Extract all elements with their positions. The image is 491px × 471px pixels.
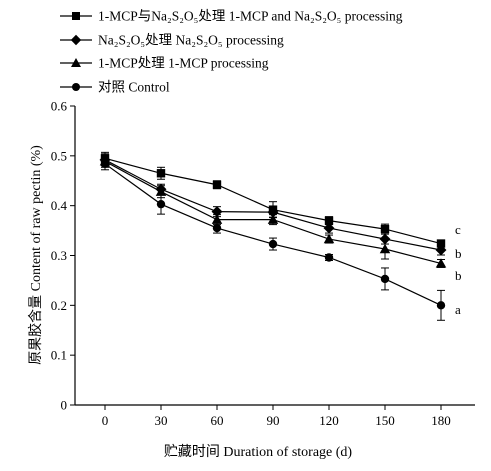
series-1 xyxy=(100,151,446,248)
significance-letter: b xyxy=(455,268,462,283)
data-point xyxy=(212,180,222,189)
legend-item-1: 1-MCP与Na₂S₂O₅处理 1-MCP and Na₂S₂O₅ proces… xyxy=(60,9,403,24)
data-point xyxy=(436,239,446,248)
legend-item-4: 对照 Control xyxy=(60,80,170,95)
x-tick-label: 60 xyxy=(211,413,224,428)
x-tick-label: 120 xyxy=(319,413,339,428)
legend-item-2: Na₂S₂O₅处理 Na₂S₂O₅ processing xyxy=(60,33,284,48)
data-point xyxy=(436,301,446,310)
data-point xyxy=(323,222,335,234)
data-point xyxy=(380,224,390,234)
legend: 1-MCP与Na₂S₂O₅处理 1-MCP and Na₂S₂O₅ proces… xyxy=(60,9,403,95)
series-line xyxy=(104,157,442,245)
data-point xyxy=(156,169,166,178)
y-tick-label: 0.5 xyxy=(51,148,67,163)
y-tick-label: 0.4 xyxy=(51,198,68,213)
data-point xyxy=(211,206,223,218)
legend-marker xyxy=(70,34,82,46)
data-point xyxy=(156,199,166,209)
data-point xyxy=(435,244,447,256)
x-tick-label: 150 xyxy=(375,413,395,428)
legend-marker xyxy=(71,58,81,67)
legend-marker xyxy=(72,83,80,91)
data-point xyxy=(211,214,223,224)
legend-label: Na₂S₂O₅处理 Na₂S₂O₅ processing xyxy=(98,33,284,48)
x-tick-label: 180 xyxy=(431,413,451,428)
series-4 xyxy=(100,157,446,321)
data-point xyxy=(267,214,279,224)
significance-letter: c xyxy=(455,222,461,237)
y-axis-title: 原果胶含量 Content of raw pectin (%) xyxy=(27,145,44,365)
y-tick-label: 0 xyxy=(61,398,68,413)
significance-letter: a xyxy=(455,302,461,317)
data-point xyxy=(324,253,334,262)
x-tick-label: 90 xyxy=(267,413,280,428)
data-point xyxy=(379,243,391,254)
y-tick-label: 0.6 xyxy=(51,99,68,114)
legend-label: 1-MCP与Na₂S₂O₅处理 1-MCP and Na₂S₂O₅ proces… xyxy=(98,9,403,24)
y-tick-label: 0.1 xyxy=(51,348,67,363)
data-point xyxy=(155,186,167,196)
legend-item-3: 1-MCP处理 1-MCP processing xyxy=(60,56,269,71)
data-point xyxy=(100,159,110,169)
legend-label: 对照 Control xyxy=(98,80,170,95)
data-point xyxy=(380,274,390,284)
x-tick-label: 30 xyxy=(155,413,168,428)
y-tick-label: 0.2 xyxy=(51,298,67,313)
significance-letter: b xyxy=(455,246,462,261)
data-point xyxy=(324,216,334,225)
axes: 0 0.1 0.2 0.3 0.4 0.5 0.6 0 30 60 90 120 150 180 xyxy=(51,99,475,428)
legend-label: 1-MCP处理 1-MCP processing xyxy=(98,56,269,71)
data-point xyxy=(323,233,335,244)
series-line xyxy=(104,163,442,306)
data-point xyxy=(268,239,278,249)
data-point xyxy=(435,258,447,268)
legend-marker xyxy=(72,12,80,20)
x-axis-title: 贮藏时间 Duration of storage (d) xyxy=(164,444,353,460)
x-tick-label: 0 xyxy=(102,413,109,428)
data-point xyxy=(212,223,222,233)
y-tick-label: 0.3 xyxy=(51,248,67,263)
